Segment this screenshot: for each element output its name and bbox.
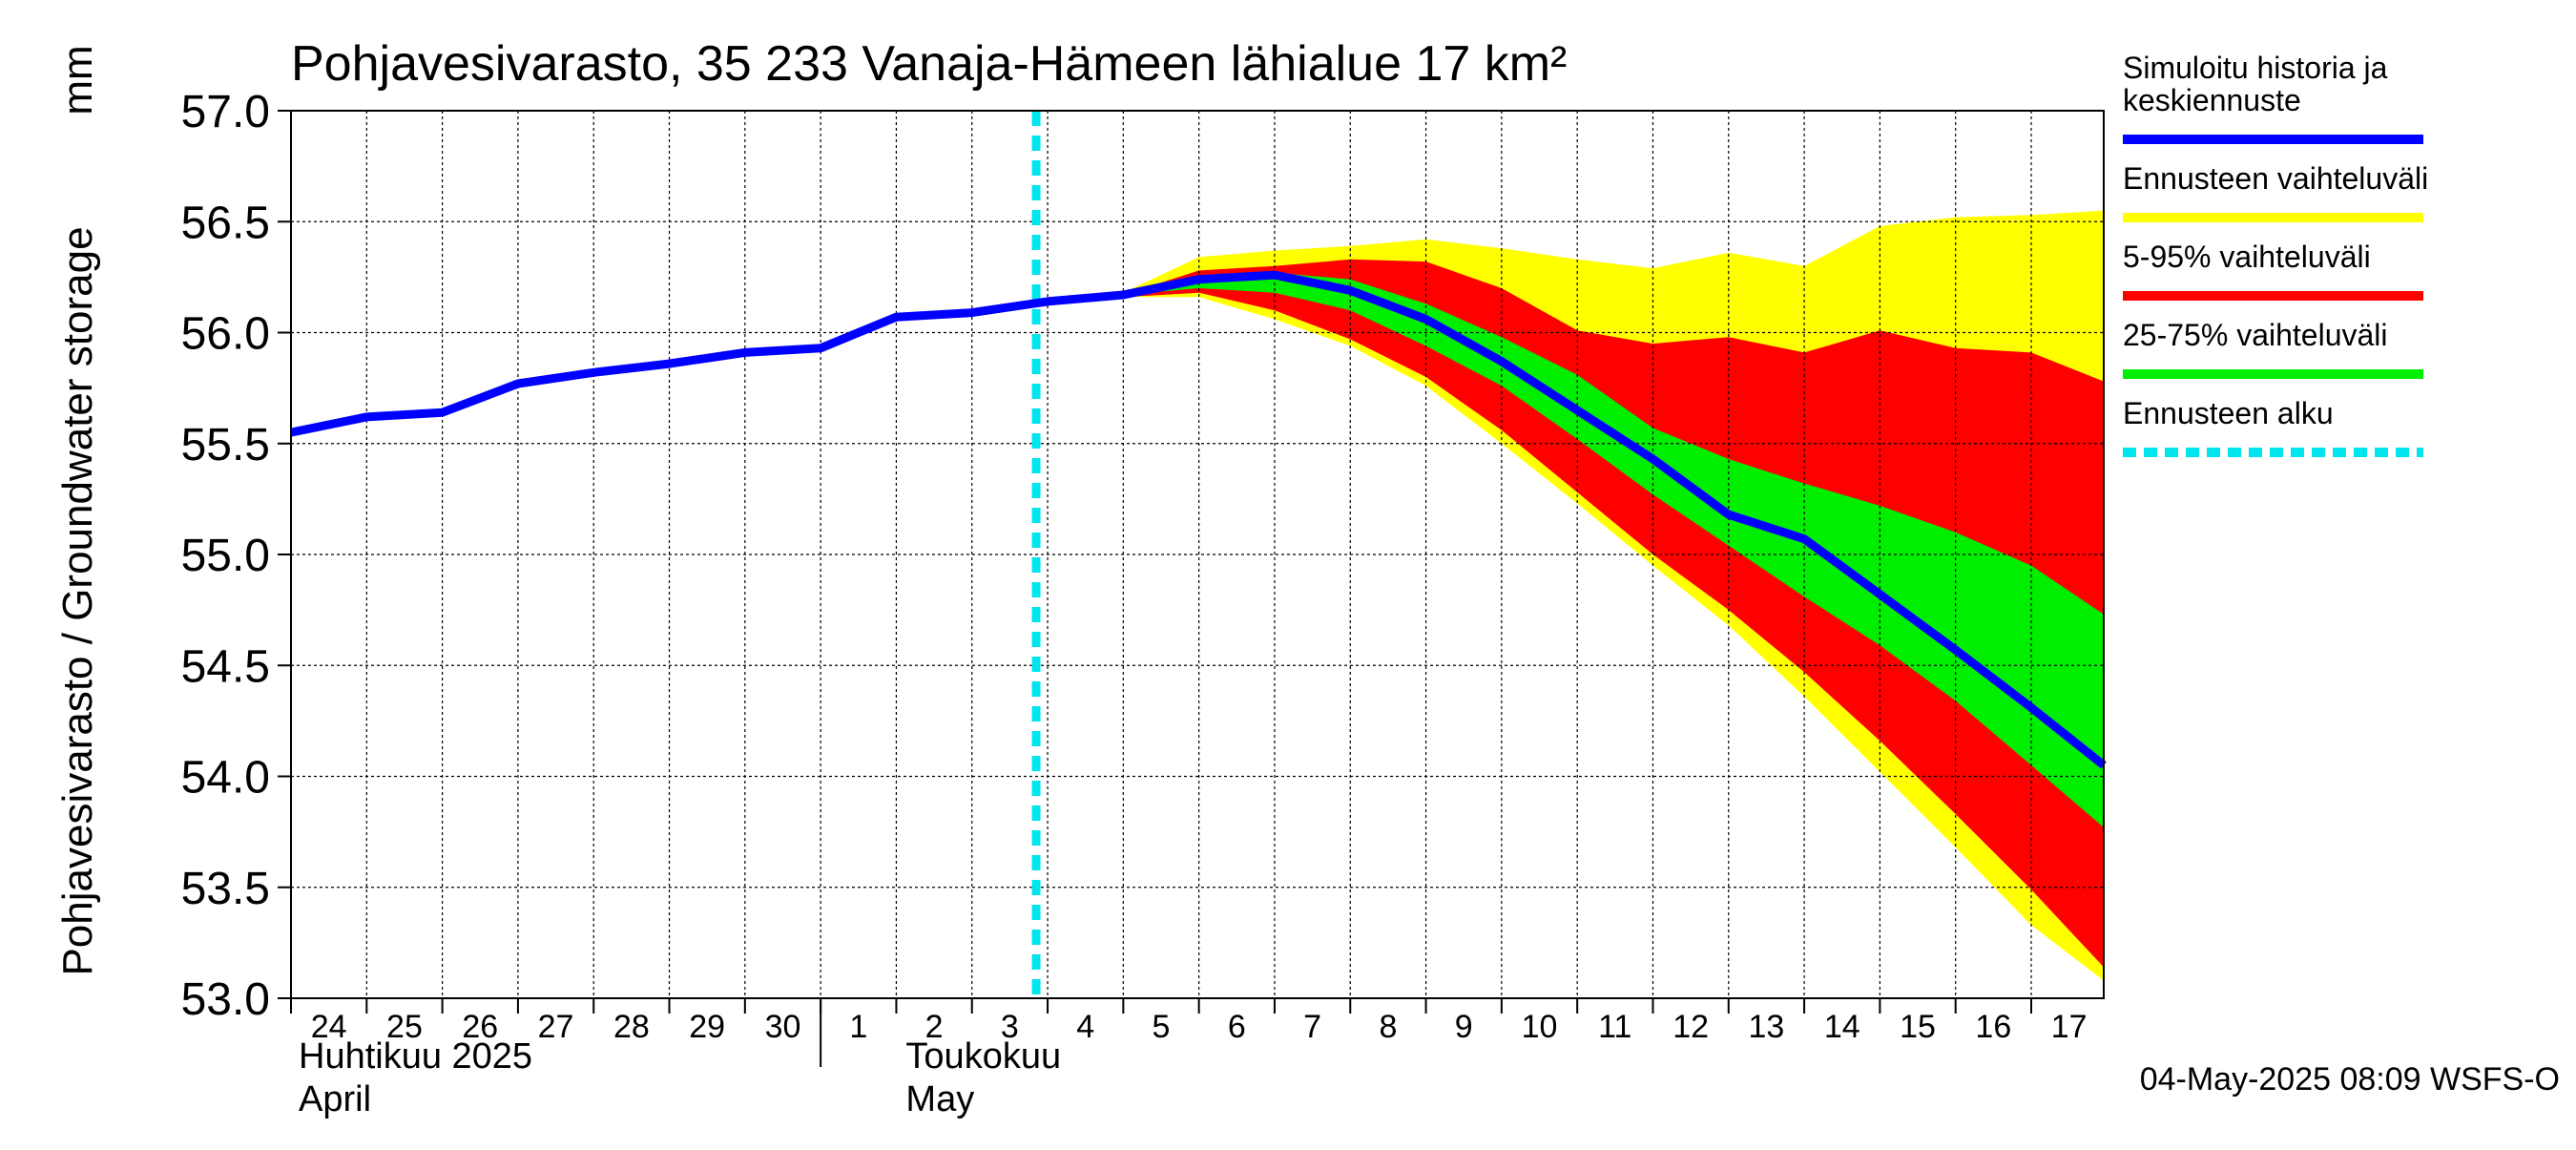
- legend-label: Simuloitu historia ja: [2123, 51, 2388, 85]
- x-tick-label: 1: [849, 1009, 867, 1045]
- y-tick-label: 54.5: [181, 641, 270, 692]
- x-tick-label: 2: [925, 1009, 944, 1045]
- month-label-en: May: [905, 1079, 974, 1119]
- y-tick-label: 55.0: [181, 531, 270, 581]
- x-tick-label: 17: [2051, 1009, 2088, 1045]
- series-lines: [290, 270, 2107, 769]
- y-tick-label: 55.5: [181, 420, 270, 470]
- x-tick-label: 12: [1672, 1009, 1709, 1045]
- series-line-history-median: [290, 270, 2107, 769]
- y-tick-label: 53.5: [181, 864, 270, 914]
- x-tick-label: 11: [1598, 1009, 1631, 1045]
- x-tick-label: 13: [1749, 1009, 1785, 1045]
- chart-title: Pohjavesivarasto, 35 233 Vanaja-Hämeen l…: [291, 36, 1567, 92]
- x-axis: 24 25 26 27 28 29 30 1 2 3 4 5 6 7 8 9 10 11 12 13 14 15 16 17H…: [290, 998, 2088, 1119]
- y-axis: 53.0 53.5 54.0 54.5 55.0 55.5 56.0 56.5 57.0: [181, 87, 291, 1025]
- x-tick-label: 4: [1076, 1009, 1094, 1045]
- y-tick-label: 54.0: [181, 753, 270, 804]
- legend-label: keskiennuste: [2123, 83, 2301, 117]
- x-tick-label: 5: [1153, 1009, 1171, 1045]
- x-tick-label: 6: [1228, 1009, 1246, 1045]
- x-tick-label: 16: [1975, 1009, 2011, 1045]
- timestamp: 04-May-2025 08:09 WSFS-O: [2140, 1061, 2560, 1098]
- x-tick-label: 24: [311, 1009, 347, 1045]
- y-tick-label: 56.5: [181, 198, 270, 248]
- legend-label: 5-95% vaihteluväli: [2123, 240, 2371, 274]
- x-tick-label: 26: [462, 1009, 498, 1045]
- x-tick-label: 10: [1522, 1009, 1558, 1045]
- x-tick-label: 25: [386, 1009, 423, 1045]
- x-tick-label: 14: [1824, 1009, 1860, 1045]
- grid-lines: [291, 111, 2104, 998]
- y-tick-label: 53.0: [181, 974, 270, 1025]
- x-tick-label: 8: [1379, 1009, 1397, 1045]
- forecast-bands: [1048, 210, 2104, 981]
- y-tick-label: 56.0: [181, 309, 270, 360]
- month-label-fi: Toukokuu: [905, 1036, 1061, 1077]
- y-axis-label: Pohjavesivarasto / Groundwater storage: [54, 226, 101, 975]
- band-5-95: [1048, 259, 2104, 968]
- x-tick-label: 30: [765, 1009, 801, 1045]
- y-axis-unit: mm: [54, 45, 101, 115]
- x-tick-label: 28: [613, 1009, 650, 1045]
- month-label-fi: Huhtikuu 2025: [299, 1036, 532, 1077]
- band-25-75: [1048, 272, 2104, 827]
- x-tick-label: 7: [1303, 1009, 1321, 1045]
- x-tick-label: 15: [1900, 1009, 1936, 1045]
- x-tick-label: 9: [1455, 1009, 1473, 1045]
- y-tick-label: 57.0: [181, 87, 270, 137]
- legend-label: 25-75% vaihteluväli: [2123, 318, 2388, 352]
- x-tick-label: 29: [689, 1009, 725, 1045]
- x-tick-label: 3: [1001, 1009, 1019, 1045]
- x-tick-label: 27: [538, 1009, 574, 1045]
- legend-label: Ennusteen vaihteluväli: [2123, 161, 2428, 196]
- legend-label: Ennusteen alku: [2123, 396, 2334, 430]
- month-label-en: April: [299, 1079, 371, 1119]
